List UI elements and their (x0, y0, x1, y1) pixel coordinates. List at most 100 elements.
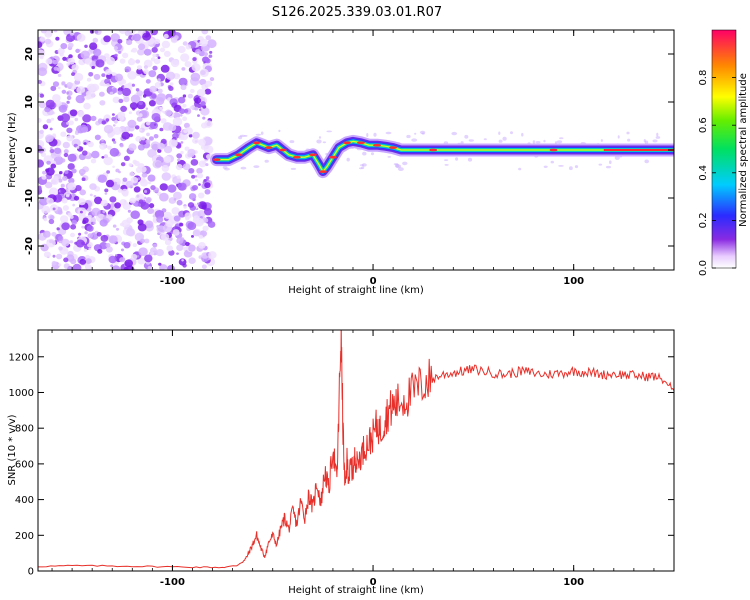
noise-speck (121, 188, 129, 196)
noise-speck (75, 48, 80, 54)
noise-speck (264, 159, 269, 163)
noise-speck (194, 217, 204, 227)
noise-speck (157, 78, 161, 82)
noise-speck (316, 139, 322, 144)
noise-speck (108, 235, 118, 244)
noise-speck (102, 210, 106, 214)
noise-speck (93, 221, 96, 225)
noise-speck (120, 222, 124, 227)
colorbar-tick-label: 0.2 (698, 212, 709, 228)
noise-speck (606, 165, 611, 169)
noise-speck (181, 259, 184, 262)
noise-speck (52, 81, 60, 87)
noise-speck (62, 205, 69, 211)
noise-speck (145, 198, 151, 204)
noise-speck (173, 215, 181, 222)
noise-speck (110, 33, 121, 42)
noise-speck (112, 165, 115, 168)
noise-speck (86, 77, 92, 82)
noise-speck (77, 110, 85, 118)
noise-speck (122, 87, 131, 97)
trace-hotspot (318, 170, 327, 174)
noise-speck (204, 88, 212, 95)
noise-speck (120, 105, 127, 112)
spectrogram-x-tick-label: 0 (370, 276, 377, 287)
noise-speck (99, 81, 105, 87)
noise-speck (170, 59, 180, 68)
noise-speck (151, 47, 158, 53)
noise-speck (52, 133, 56, 137)
noise-speck (69, 31, 75, 36)
noise-speck (199, 68, 209, 78)
noise-speck (152, 243, 158, 248)
noise-speck (168, 139, 178, 148)
noise-speck (138, 100, 144, 106)
noise-speck (105, 69, 112, 75)
noise-speck (127, 119, 137, 128)
spectrogram-x-label: Height of straight line (km) (288, 285, 424, 296)
noise-speck (40, 30, 47, 34)
noise-speck (359, 164, 365, 166)
noise-speck (67, 57, 75, 65)
noise-speck (128, 143, 137, 151)
noise-speck (160, 138, 167, 145)
noise-speck (144, 254, 153, 263)
snr-y-tick-label: 800 (15, 424, 34, 435)
noise-speck (96, 232, 102, 237)
noise-speck (163, 145, 173, 154)
noise-speck (137, 48, 145, 56)
noise-speck (165, 71, 176, 81)
noise-speck (161, 40, 171, 49)
noise-speck (145, 107, 149, 110)
noise-speck (87, 83, 96, 92)
noise-speck (66, 100, 70, 104)
noise-speck (78, 168, 86, 175)
noise-speck (104, 192, 108, 195)
noise-speck (103, 154, 108, 159)
noise-speck (85, 258, 92, 264)
noise-speck (49, 146, 53, 150)
noise-speck (79, 258, 87, 265)
noise-speck (137, 223, 147, 232)
noise-speck (498, 131, 501, 135)
noise-speck (191, 63, 201, 72)
noise-speck (535, 141, 541, 144)
noise-speck (119, 143, 124, 148)
noise-speck (57, 47, 65, 55)
spectrogram-y-tick-label: 0 (24, 146, 35, 153)
noise-speck (120, 79, 127, 85)
noise-speck (152, 159, 162, 169)
noise-speck (60, 131, 67, 137)
noise-speck (99, 100, 106, 106)
noise-speck (130, 94, 141, 104)
noise-speck (550, 160, 554, 164)
noise-speck (157, 88, 163, 94)
noise-speck (159, 192, 169, 202)
noise-speck (253, 165, 260, 169)
noise-speck (200, 101, 206, 107)
noise-speck (130, 210, 140, 219)
noise-speck (143, 48, 152, 56)
noise-speck (68, 177, 75, 184)
noise-speck (123, 242, 131, 249)
noise-speck (126, 228, 135, 237)
noise-speck (207, 39, 217, 49)
noise-speck (190, 159, 199, 166)
noise-speck (137, 144, 145, 151)
noise-speck (117, 188, 123, 193)
noise-speck (195, 178, 198, 182)
noise-speck (169, 82, 174, 86)
noise-speck (179, 108, 186, 114)
noise-speck (162, 122, 173, 131)
noise-speck (121, 131, 130, 140)
noise-speck (182, 163, 191, 171)
noise-speck (178, 258, 187, 266)
noise-speck (142, 32, 152, 41)
spectrogram-y-tick-label: -10 (24, 189, 35, 207)
noise-speck (161, 110, 164, 113)
noise-speck (149, 251, 154, 256)
noise-speck (68, 54, 73, 59)
noise-speck (176, 199, 183, 206)
noise-speck (136, 65, 143, 70)
colorbar-tick-label: 0.8 (698, 70, 709, 86)
